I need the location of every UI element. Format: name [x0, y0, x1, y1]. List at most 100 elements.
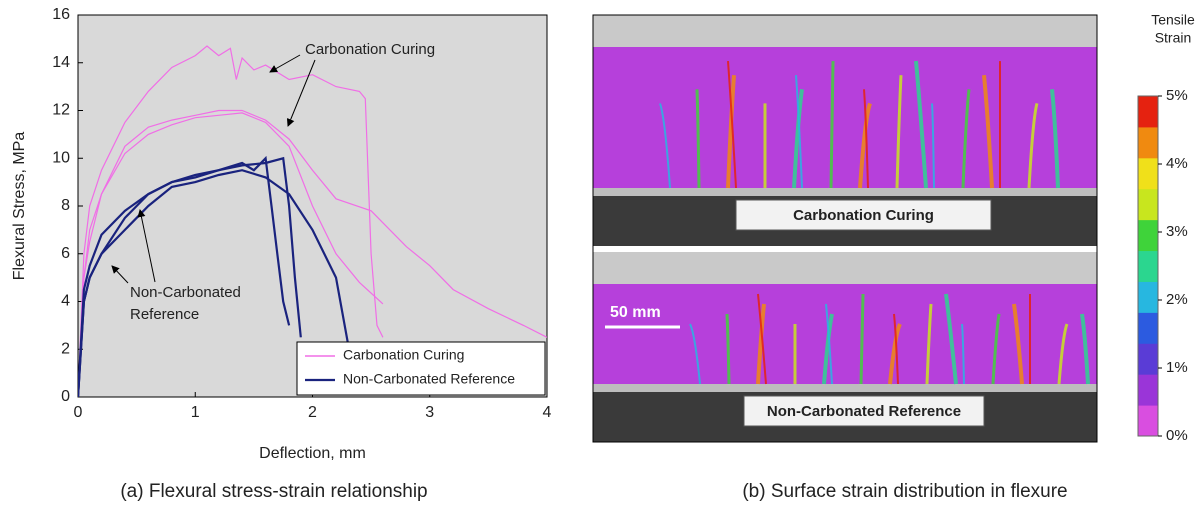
specimen-curve: [78, 156, 302, 397]
colorbar-tick-label: 5%: [1166, 87, 1188, 104]
colorbar-band: [1138, 250, 1158, 282]
annotation-arrow: [269, 54, 301, 73]
crack: [931, 103, 935, 189]
image-frame: [592, 14, 1098, 443]
y-tick-label: 8: [61, 197, 70, 214]
colorbar-tick-label: 1%: [1166, 359, 1188, 376]
crack: [689, 323, 701, 385]
y-tick-label: 0: [61, 388, 70, 405]
legend-box: [296, 341, 546, 396]
specimen-ledge: [593, 384, 1097, 392]
specimen-strain-tint: [593, 284, 1097, 384]
panel-label-box: [735, 199, 992, 231]
annotation: Reference: [130, 306, 199, 323]
crack: [944, 293, 958, 385]
panel-label-box: [743, 395, 985, 427]
crack: [795, 75, 803, 189]
plot-lines: [78, 45, 547, 397]
x-tick-label: 0: [74, 404, 83, 421]
specimen-strain-tint: [593, 47, 1097, 188]
crack: [863, 89, 869, 189]
crack: [961, 323, 965, 385]
y-tick-label: 16: [52, 6, 70, 23]
x-tick-label: 4: [543, 404, 552, 421]
annotation-arrow: [111, 265, 129, 284]
colorbar-tick-label: 4%: [1166, 155, 1188, 172]
crack: [727, 61, 737, 189]
colorbar-band: [1138, 281, 1158, 313]
photo-top: [593, 15, 1097, 47]
x-axis-label: Deflection, mm: [259, 445, 366, 462]
colorbar-band: [1138, 157, 1158, 190]
colorbar-tick-label: 3%: [1166, 223, 1188, 240]
crack: [888, 323, 902, 385]
specimen-ledge: [593, 188, 1097, 196]
crack: [914, 60, 928, 189]
annotation-arrow: [137, 209, 156, 283]
crack: [1080, 313, 1090, 385]
colorbar-tick-label: 2%: [1166, 291, 1188, 308]
crack: [726, 75, 736, 189]
annotation: Non-Carbonated: [130, 284, 241, 301]
specimen-curve: [78, 45, 384, 397]
colorbar-band: [1138, 96, 1158, 128]
crack: [982, 75, 994, 189]
colorbar-band: [1138, 374, 1158, 406]
colorbar-band: [1138, 188, 1158, 221]
panel-label: Carbonation Curing: [793, 207, 934, 224]
y-tick-label: 12: [52, 102, 70, 119]
crack: [659, 103, 671, 189]
annotation-arrow: [286, 59, 316, 127]
photo-top: [593, 252, 1097, 284]
crack: [829, 61, 835, 189]
y-tick-label: 10: [52, 149, 70, 166]
y-axis-label: Flexural Stress, MPa: [11, 132, 28, 281]
colorbar-band: [1138, 312, 1158, 344]
specimen-strain: [593, 47, 1097, 188]
y-tick-label: 6: [61, 245, 70, 262]
crack: [858, 102, 872, 189]
crack: [825, 303, 833, 385]
legend-label: Non-Carbonated Reference: [343, 371, 515, 387]
specimen-curve: [78, 169, 349, 397]
crack: [1012, 303, 1024, 385]
scale-bar-label: 50 mm: [610, 304, 661, 321]
caption-b: (b) Surface strain distribution in flexu…: [742, 481, 1067, 502]
crack: [792, 89, 804, 189]
colorbar-title: Tensile: [1151, 12, 1195, 28]
crack: [893, 313, 899, 385]
crack: [1057, 323, 1069, 385]
y-tick-label: 4: [61, 293, 70, 310]
colorbar-frame: [1137, 95, 1159, 437]
x-tick-label: 1: [191, 404, 200, 421]
colorbar-band: [1138, 343, 1158, 375]
crack: [895, 75, 903, 189]
x-tick-label: 2: [308, 404, 317, 421]
colorbar-tick-label: 0%: [1166, 427, 1188, 444]
crack: [925, 303, 933, 385]
y-tick-label: 2: [61, 340, 70, 357]
specimen-curve: [78, 112, 384, 397]
x-tick-label: 3: [425, 404, 434, 421]
crack: [725, 313, 731, 385]
specimen-curve: [78, 109, 547, 397]
crack: [822, 313, 834, 385]
crack: [695, 89, 701, 189]
crack: [961, 89, 971, 189]
crack: [1027, 102, 1039, 189]
panel-label: Non-Carbonated Reference: [767, 403, 961, 420]
crack: [1050, 89, 1060, 189]
annotation: Carbonation Curing: [305, 41, 435, 58]
crack: [991, 313, 1001, 385]
colorbar-title: Strain: [1155, 30, 1192, 46]
colorbar-band: [1138, 219, 1158, 252]
y-tick-label: 14: [52, 54, 70, 71]
crack: [756, 303, 766, 385]
crack: [757, 293, 767, 385]
specimen-strain: [593, 284, 1097, 384]
colorbar-band: [1138, 405, 1158, 437]
crack: [859, 293, 865, 385]
legend-label: Carbonation Curing: [343, 347, 464, 363]
caption-a: (a) Flexural stress-strain relationship: [120, 481, 427, 502]
